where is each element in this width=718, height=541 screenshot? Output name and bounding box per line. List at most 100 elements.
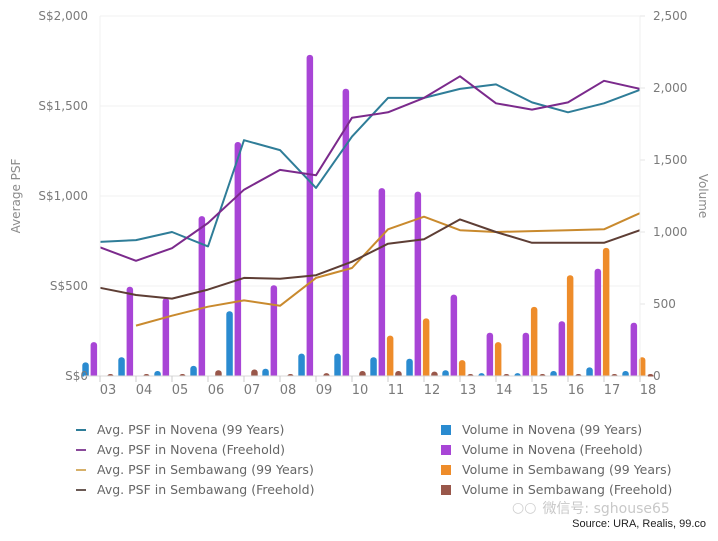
- combo-chart: S$0 S$500 S$1,000 S$1,500 S$2,000 0 500 1,000 1,…: [9, 9, 710, 398]
- legend-item[interactable]: Volume in Novena (99 Years): [441, 420, 672, 440]
- y2-tick-label: 500: [653, 297, 676, 311]
- bar: [450, 294, 458, 379]
- x-tick-label: 04: [136, 383, 153, 398]
- legend-bars: Volume in Novena (99 Years) Volume in No…: [441, 420, 672, 500]
- bar: [90, 342, 98, 379]
- x-tick-label: 10: [352, 383, 369, 398]
- y2-tick-label: 2,000: [653, 81, 687, 95]
- legend-line-swatch: [76, 449, 86, 451]
- bar: [162, 298, 170, 379]
- bar: [298, 353, 305, 379]
- bar: [234, 142, 242, 379]
- legend-box-swatch: [441, 445, 451, 455]
- x-tick-label: 15: [532, 383, 549, 398]
- x-tick-label: 17: [604, 383, 621, 398]
- y-axis-title: Average PSF: [9, 158, 23, 233]
- x-tick-label: 18: [640, 383, 657, 398]
- bar: [82, 362, 89, 379]
- x-tick-label: 14: [496, 383, 513, 398]
- bar: [414, 191, 422, 379]
- bar: [118, 357, 125, 379]
- legend-box-swatch: [441, 465, 451, 475]
- watermark: ○○ 微信号: sghouse65: [512, 498, 670, 518]
- y2-tick-label: 0: [653, 369, 661, 383]
- y-tick-label: S$500: [50, 279, 88, 293]
- legend-label: Avg. PSF in Sembawang (Freehold): [97, 482, 315, 497]
- legend-label: Volume in Sembawang (99 Years): [462, 462, 672, 477]
- bar: [342, 88, 350, 379]
- legend-label: Avg. PSF in Sembawang (99 Years): [97, 462, 314, 477]
- bar: [558, 321, 566, 379]
- legend-box-swatch: [441, 485, 451, 495]
- y2-tick-label: 1,500: [653, 153, 687, 167]
- legend-lines: Avg. PSF in Novena (99 Years) Avg. PSF i…: [76, 420, 314, 500]
- axes: S$0 S$500 S$1,000 S$1,500 S$2,000 0 500 1,000 1,…: [38, 9, 687, 398]
- bar: [198, 216, 206, 379]
- x-tick-label: 09: [316, 383, 333, 398]
- bar: [594, 268, 602, 379]
- bar: [334, 353, 341, 379]
- legend-line-swatch: [76, 489, 86, 491]
- x-tick-label: 06: [208, 383, 225, 398]
- gridlines: [100, 15, 640, 287]
- x-tick-label: 13: [460, 383, 477, 398]
- y2-axis-title: Volume: [696, 174, 710, 219]
- legend-label: Volume in Sembawang (Freehold): [462, 482, 673, 497]
- source-note: Source: URA, Realis, 99.co: [572, 518, 706, 530]
- bar: [406, 358, 413, 379]
- bar: [630, 322, 638, 379]
- line-series: [135, 212, 641, 327]
- x-tick-label: 12: [424, 383, 441, 398]
- legend-item[interactable]: Volume in Novena (Freehold): [441, 440, 672, 460]
- x-tick-label: 11: [388, 383, 405, 398]
- y-tick-label: S$0: [65, 369, 88, 383]
- bar-marks: [80, 54, 660, 381]
- x-tick-label: 03: [100, 383, 117, 398]
- bar: [378, 188, 386, 379]
- legend-item[interactable]: Volume in Sembawang (Freehold): [441, 480, 672, 500]
- bar: [386, 335, 394, 379]
- bar: [270, 285, 278, 379]
- legend-item[interactable]: Avg. PSF in Novena (99 Years): [76, 420, 314, 440]
- bar: [494, 342, 502, 379]
- legend-line-swatch: [76, 429, 86, 431]
- legend-item[interactable]: Avg. PSF in Sembawang (99 Years): [76, 460, 314, 480]
- bar: [422, 318, 430, 379]
- y-tick-label: S$2,000: [38, 9, 88, 23]
- line-series: [99, 75, 641, 262]
- legend-item[interactable]: Avg. PSF in Sembawang (Freehold): [76, 480, 314, 500]
- legend-item[interactable]: Avg. PSF in Novena (Freehold): [76, 440, 314, 460]
- legend-label: Avg. PSF in Novena (99 Years): [97, 422, 285, 437]
- line-series: [99, 218, 641, 300]
- legend-item[interactable]: Volume in Sembawang (99 Years): [441, 460, 672, 480]
- line-marks: [99, 75, 641, 327]
- legend-label: Volume in Novena (99 Years): [462, 422, 643, 437]
- watermark-text: 微信号: sghouse65: [542, 501, 670, 517]
- legend-line-swatch: [76, 469, 86, 471]
- x-tick-label: 07: [244, 383, 261, 398]
- bar: [530, 306, 538, 379]
- y2-tick-label: 1,000: [653, 225, 687, 239]
- bar: [306, 54, 314, 379]
- y-tick-label: S$1,500: [38, 99, 88, 113]
- bar: [370, 357, 377, 379]
- x-tick-label: 16: [568, 383, 585, 398]
- bar-baseline-mask: [80, 376, 660, 381]
- bar: [566, 275, 574, 379]
- line-series: [99, 83, 641, 248]
- bar: [458, 360, 466, 379]
- x-tick-label: 05: [172, 383, 189, 398]
- x-tick-label: 08: [280, 383, 297, 398]
- bar: [126, 286, 134, 379]
- bar: [226, 311, 233, 379]
- legend-box-swatch: [441, 425, 451, 435]
- bar: [486, 332, 494, 379]
- bar: [638, 357, 646, 379]
- y-tick-label: S$1,000: [38, 189, 88, 203]
- bar: [522, 332, 530, 379]
- y2-tick-label: 2,500: [653, 9, 687, 23]
- wechat-icon: ○○: [512, 500, 537, 516]
- legend-label: Avg. PSF in Novena (Freehold): [97, 442, 286, 457]
- bar: [602, 247, 610, 379]
- legend-label: Volume in Novena (Freehold): [462, 442, 643, 457]
